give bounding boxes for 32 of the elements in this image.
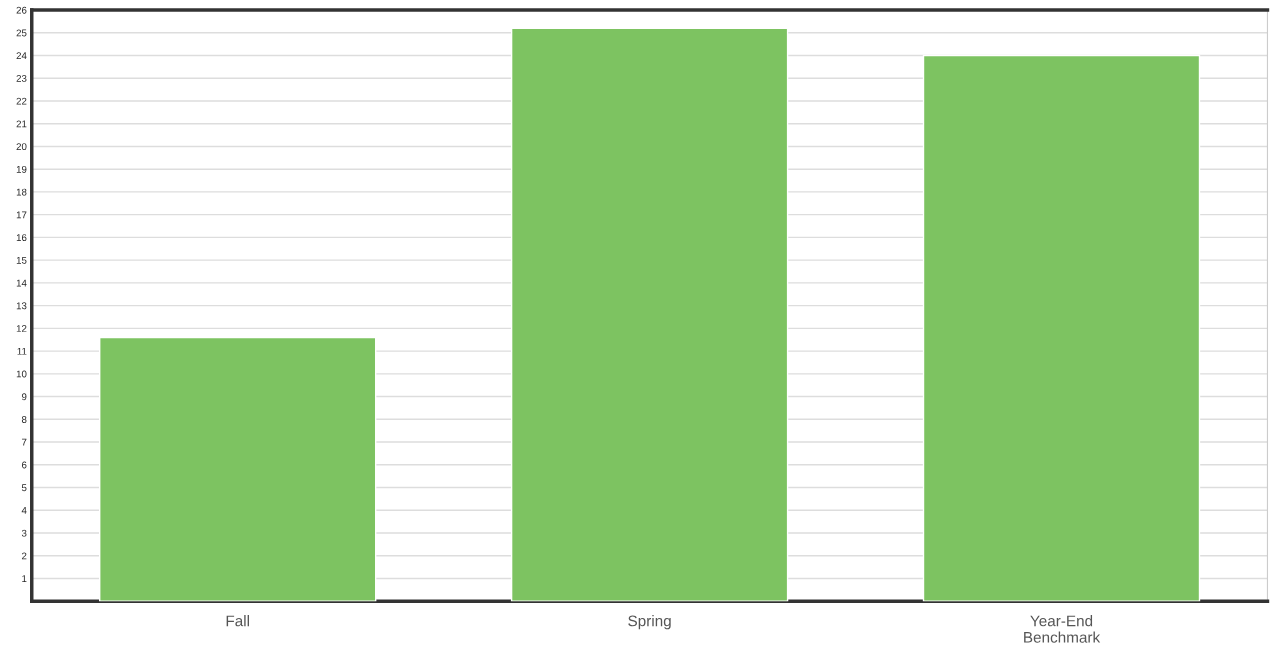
y-tick-label: 5 (21, 484, 27, 492)
y-tick-label: 18 (16, 188, 27, 196)
y-tick-label: 6 (21, 461, 27, 469)
y-tick-label: 10 (16, 370, 27, 378)
y-tick-label: 1 (22, 575, 27, 582)
y-tick-label: 24 (16, 52, 27, 60)
x-tick-label: Fall (226, 615, 249, 627)
y-tick-label: 7 (21, 438, 27, 446)
y-tick-label: 12 (16, 325, 27, 332)
y-tick-label: 4 (21, 507, 27, 514)
y-tick-label: 15 (16, 256, 27, 264)
x-tick-label: Year-End Benchmark (1024, 615, 1101, 643)
y-tick-label: 11 (17, 347, 27, 355)
y-tick-label: 21 (16, 120, 27, 128)
bar (510, 27, 789, 602)
y-tick-label: 13 (16, 302, 27, 310)
bar (922, 54, 1201, 602)
y-tick-label: 19 (16, 165, 27, 173)
y-tick-label: 17 (16, 211, 27, 219)
y-tick-label: 16 (16, 234, 27, 242)
y-tick-label: 25 (16, 29, 27, 37)
y-tick-label: 2 (21, 552, 27, 560)
y-tick-label: 14 (16, 279, 27, 287)
y-tick-label: 20 (16, 143, 27, 151)
y-tick-label: 26 (16, 6, 27, 14)
x-tick-label: Spring (628, 615, 671, 630)
y-tick-label: 22 (16, 97, 27, 105)
bar (99, 336, 377, 602)
y-tick-label: 8 (21, 416, 27, 423)
y-tick-label: 3 (21, 529, 27, 537)
y-tick-label: 23 (16, 74, 27, 82)
y-tick-label: 9 (21, 393, 27, 401)
